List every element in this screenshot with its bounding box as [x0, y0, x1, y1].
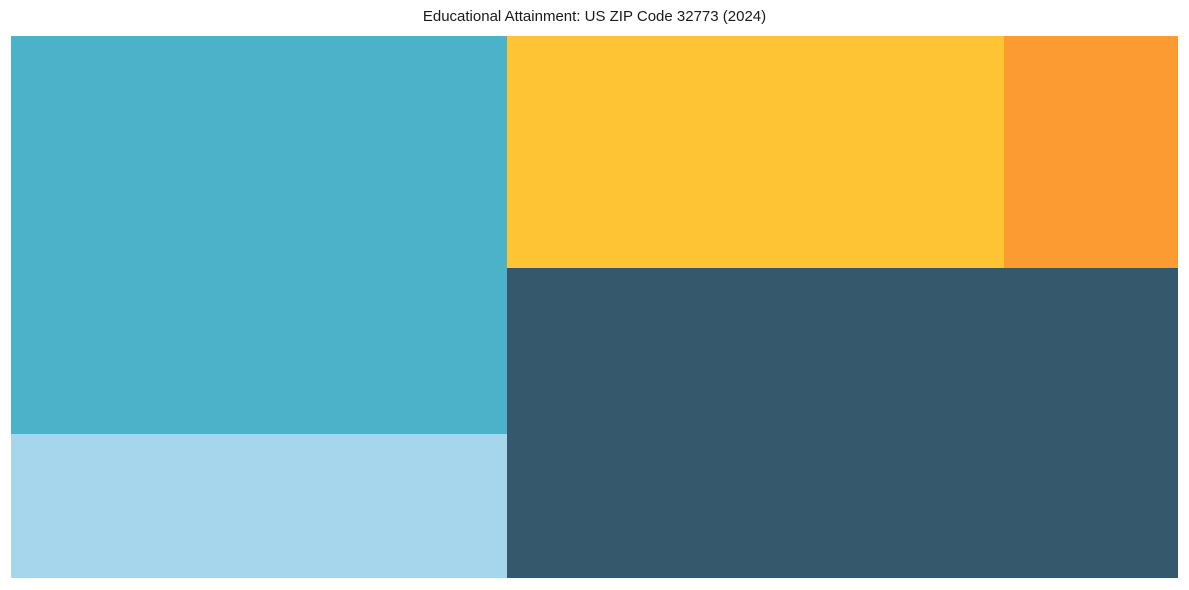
treemap-tile[interactable]: Graduate or professional degree: [1004, 36, 1178, 268]
treemap-tile[interactable]: Associate's degree: [11, 434, 507, 578]
treemap-tile[interactable]: Some college, no degree: [11, 36, 507, 434]
treemap-plot-area: Some college, no degree Associate's degr…: [11, 36, 1178, 578]
chart-title: Educational Attainment: US ZIP Code 3277…: [422, 8, 767, 25]
treemap-tile[interactable]: Bachelor's degree: [507, 36, 1004, 268]
treemap-tile[interactable]: High school graduate (includes equivalen…: [507, 268, 1178, 578]
